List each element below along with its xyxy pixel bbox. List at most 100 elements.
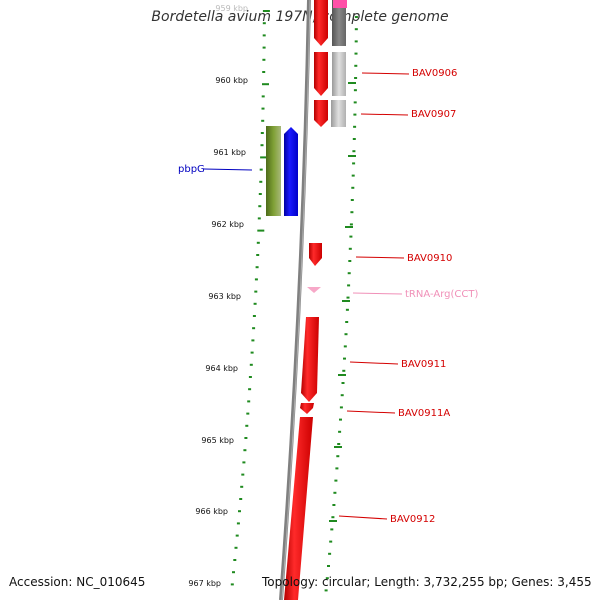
ruler-dot-left <box>262 46 266 49</box>
ruler-dot-right <box>339 406 343 409</box>
ruler-dot-left <box>260 144 264 147</box>
gene-label-bav0911[interactable]: BAV0911 <box>401 359 446 370</box>
ruler-dot-right <box>335 467 339 470</box>
leader-pbpg <box>203 168 253 171</box>
ruler-dot-right <box>332 504 336 506</box>
ruler-dot-left <box>261 95 265 98</box>
ruler-dot-left <box>255 266 259 269</box>
leader-bav0906 <box>361 72 410 75</box>
ruler-dot-right <box>327 565 330 567</box>
ruler-tick-right <box>348 82 356 84</box>
ruler-dot-right <box>337 443 341 445</box>
ruler-dot-right <box>351 174 355 177</box>
ruler-dot-left <box>244 437 248 439</box>
ruler-dot-left <box>241 473 245 476</box>
leader-bav0912 <box>338 515 388 520</box>
ruler-dot-right <box>329 540 333 543</box>
ruler-dot-left <box>262 22 266 25</box>
scale-label-963: 963 kbp <box>208 292 241 301</box>
scale-label-961: 961 kbp <box>213 148 246 157</box>
ruler-dot-right <box>351 186 355 189</box>
ruler-dot-left <box>260 156 268 159</box>
gene-label-bav0912[interactable]: BAV0912 <box>390 514 435 525</box>
ruler-tick-right <box>329 520 337 522</box>
scale-label-967: 967 kbp <box>188 579 221 588</box>
ruler-tick-right <box>334 446 342 448</box>
ruler-dot-right <box>330 528 334 531</box>
ruler-dots <box>230 10 358 592</box>
gene-label-bav0907[interactable]: BAV0907 <box>411 109 456 120</box>
gene-bav0910 <box>309 243 322 266</box>
ruler-dot-right <box>353 101 357 104</box>
genome-backbone-highlight <box>281 0 311 600</box>
ruler-dot-left <box>245 424 249 427</box>
ruler-dot-left <box>253 302 257 305</box>
ruler-tick-right <box>345 226 353 228</box>
ruler-dot-left <box>259 180 263 183</box>
gene-label-bav0910[interactable]: BAV0910 <box>407 253 452 264</box>
ruler-dot-right <box>352 150 356 153</box>
ruler-dot-right <box>338 430 342 433</box>
ruler-dot-left <box>259 168 263 171</box>
ruler-dot-left <box>239 498 243 500</box>
gene-bav0911a <box>300 403 314 414</box>
ruler-dot-right <box>341 382 345 384</box>
ruler-dot-right <box>325 577 329 580</box>
gene-label-pbpg[interactable]: pbpG <box>178 164 205 175</box>
ruler-dot-left <box>238 510 241 513</box>
gene-bav0912 <box>284 417 313 600</box>
ruler-dot-left <box>230 583 234 586</box>
scale-label-966: 966 kbp <box>195 507 228 516</box>
ruler-dot-right <box>350 211 354 214</box>
leader-trna <box>352 292 403 295</box>
gene-bav0911 <box>301 317 319 402</box>
gene-bav0906-gray <box>332 52 346 96</box>
gene-label-bav0906[interactable]: BAV0906 <box>412 68 457 79</box>
ruler-dot-right <box>353 89 357 92</box>
ruler-dot-right <box>354 16 358 18</box>
ruler-dot-right <box>354 77 358 79</box>
ruler-dot-left <box>246 412 250 415</box>
ruler-dot-left <box>262 83 269 86</box>
ruler-dot-right <box>333 491 337 494</box>
ruler-tick-right <box>348 155 356 157</box>
gene-top-pink <box>333 0 347 8</box>
genome-summary-text: Topology: circular; Length: 3,732,255 bp… <box>262 575 592 589</box>
ruler-dot-left <box>250 351 254 354</box>
ruler-dot-left <box>254 290 258 293</box>
ruler-dot-right <box>352 162 356 165</box>
ruler-dot-left <box>262 34 266 37</box>
ruler-dot-right <box>328 552 332 555</box>
ruler-dot-left <box>258 205 262 208</box>
ruler-dot-left <box>254 278 258 281</box>
ruler-dot-left <box>260 132 264 134</box>
ruler-tick-right <box>338 374 346 376</box>
genome-backbone <box>279 0 311 600</box>
ruler-dot-left <box>252 327 256 330</box>
scale-label-965: 965 kbp <box>201 436 234 445</box>
gene-label-bav0911a[interactable]: BAV0911A <box>398 408 450 419</box>
ruler-dot-left <box>235 534 239 537</box>
gene-bav0907-red <box>314 100 328 127</box>
accession-text: Accession: NC_010645 <box>9 575 146 589</box>
ruler-dot-left <box>242 461 246 464</box>
ruler-dot-left <box>257 229 265 232</box>
ruler-dot-right <box>331 516 335 519</box>
ruler-dot-left <box>261 107 265 110</box>
ruler-dot-left <box>236 522 240 525</box>
ruler-dot-right <box>354 64 358 67</box>
ruler-dot-right <box>340 394 344 397</box>
ruler-dot-right <box>354 52 358 55</box>
scale-label-962: 962 kbp <box>211 220 244 229</box>
ruler-dot-left <box>248 388 252 391</box>
gene-label-trna-arg[interactable]: tRNA-Arg(CCT) <box>405 289 478 300</box>
ruler-dot-right <box>343 345 347 348</box>
gene-top-red <box>314 0 328 46</box>
ruler-dot-right <box>354 40 358 43</box>
ruler-dot-left <box>256 241 260 244</box>
ruler-dot-right <box>348 247 352 250</box>
ruler-dot-left <box>257 217 261 220</box>
ruler-dot-right <box>347 272 351 275</box>
gene-olive <box>266 126 281 216</box>
ruler-dot-left <box>234 546 238 549</box>
